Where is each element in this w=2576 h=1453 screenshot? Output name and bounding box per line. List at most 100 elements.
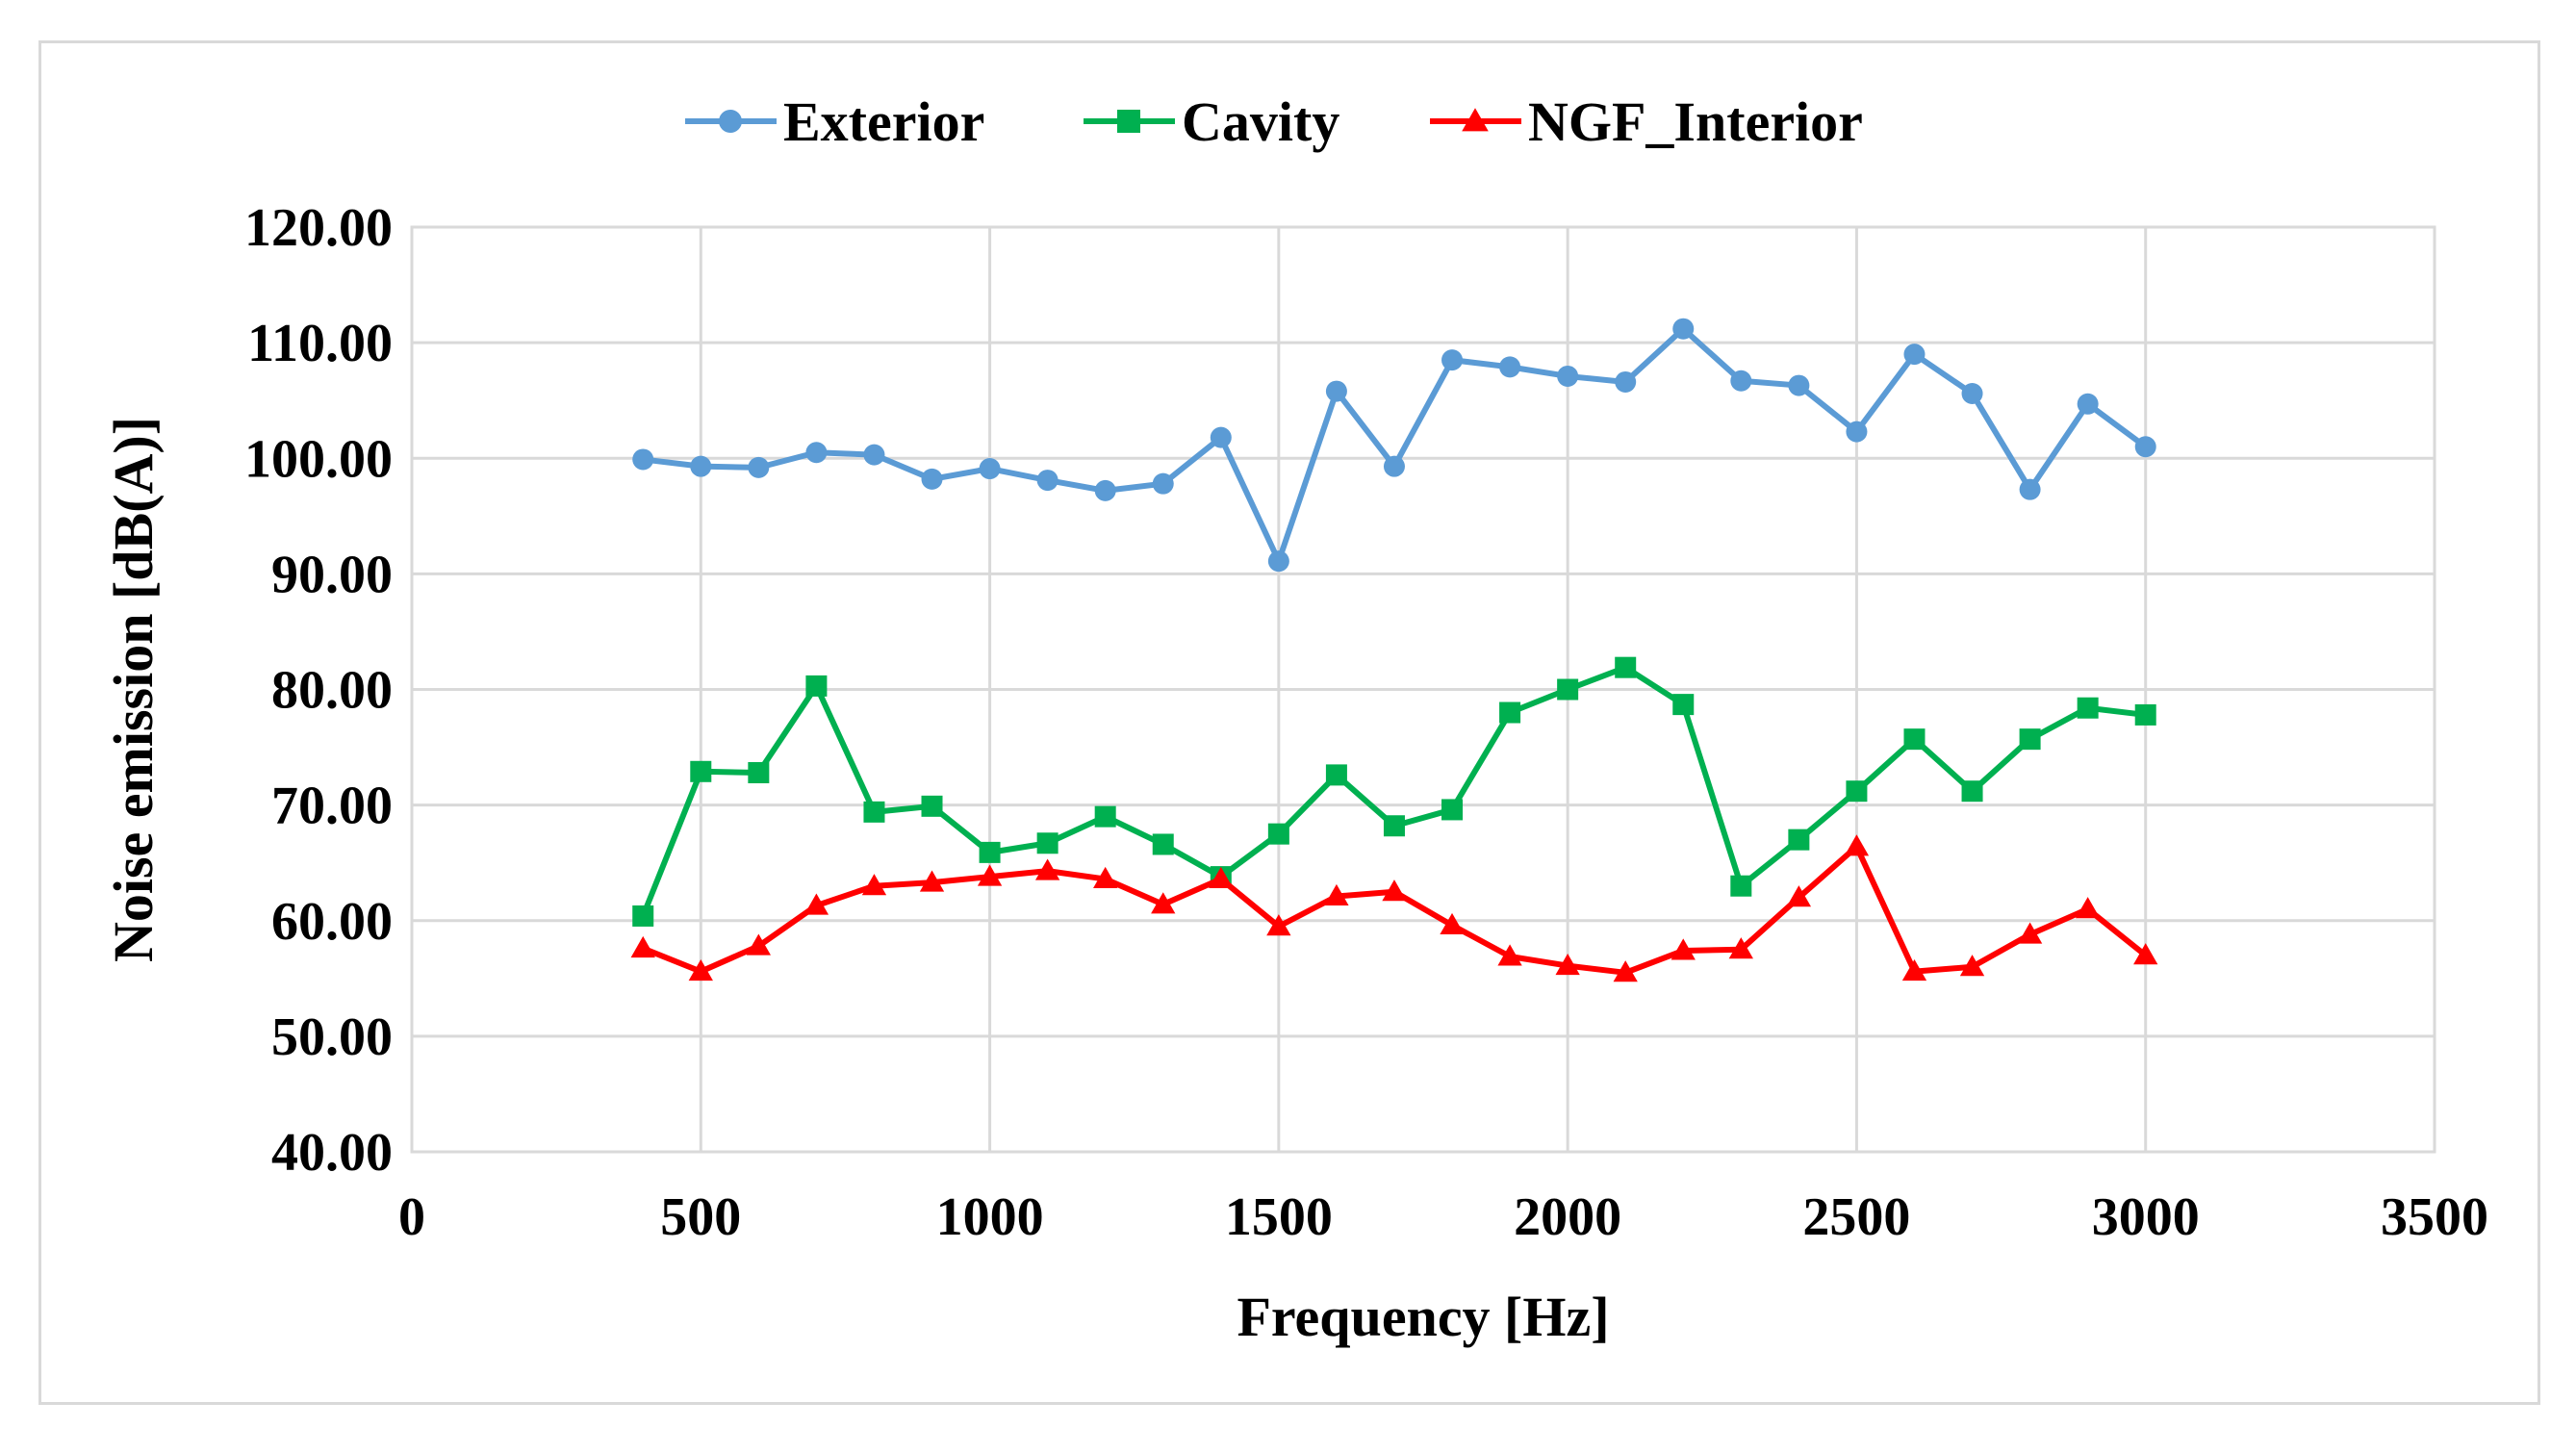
data-point (919, 870, 945, 892)
data-point (1034, 858, 1060, 880)
data-point (746, 933, 771, 956)
series-exterior (632, 318, 2156, 573)
x-tick-label: 1500 (1225, 1187, 1333, 1247)
data-point (688, 958, 713, 981)
plot-area-border (410, 225, 2436, 1154)
data-point (1383, 455, 1405, 477)
data-point (863, 801, 885, 823)
data-point (1324, 883, 1349, 906)
x-axis-title: Frequency [Hz] (1237, 1286, 1609, 1348)
legend-item: NGF_Interior (1430, 90, 1863, 153)
data-point (1152, 833, 1174, 855)
data-point (2077, 393, 2099, 415)
series-group (630, 318, 2158, 982)
x-tick-label: 0 (398, 1187, 425, 1247)
gridlines (412, 225, 2436, 1152)
data-point (1094, 805, 1116, 828)
y-tick-label: 70.00 (271, 777, 393, 836)
data-point (1440, 912, 1465, 935)
data-point (1499, 356, 1521, 378)
y-tick-label: 100.00 (244, 429, 393, 489)
data-point (748, 761, 770, 783)
legend-item: Exterior (685, 90, 984, 153)
y-tick-label: 40.00 (271, 1123, 393, 1183)
data-point (2019, 478, 2041, 500)
data-point (1557, 678, 1579, 701)
y-tick-label: 80.00 (271, 661, 393, 721)
data-point (2134, 703, 2156, 726)
data-point (1151, 892, 1176, 914)
data-point (1499, 701, 1521, 724)
data-point (861, 874, 887, 896)
data-point (805, 442, 828, 464)
data-point (1382, 879, 1407, 902)
data-point (1786, 885, 1812, 907)
data-point (1959, 955, 1985, 977)
data-point (2134, 436, 2156, 458)
data-point (748, 456, 770, 478)
data-point (2077, 697, 2099, 719)
data-point (1267, 550, 1289, 573)
legend-label: Cavity (1182, 90, 1339, 153)
legend: Exterior Cavity NGF_Interior (685, 90, 1863, 153)
data-point (690, 760, 712, 782)
data-point (1325, 380, 1347, 402)
data-point (2076, 897, 2101, 919)
legend-marker (1117, 110, 1140, 133)
legend-marker (719, 110, 742, 133)
y-tick-label: 50.00 (271, 1007, 393, 1067)
data-point (805, 675, 828, 697)
data-point (1961, 382, 1983, 404)
data-point (1846, 421, 1868, 443)
series-line (640, 664, 2147, 918)
data-point (1844, 834, 1870, 856)
data-point (632, 448, 654, 471)
data-point (1613, 960, 1638, 982)
data-point (863, 444, 885, 466)
data-point (977, 864, 1003, 886)
data-point (1788, 374, 1810, 396)
data-point (1903, 344, 1926, 366)
data-point (1961, 780, 1983, 803)
series-ngf-interior (630, 834, 2158, 982)
data-point (979, 458, 1001, 480)
x-tick-label: 3000 (2092, 1187, 2200, 1247)
data-point (1383, 815, 1405, 837)
y-tick-label: 90.00 (271, 545, 393, 604)
data-point (1728, 937, 1753, 959)
data-point (1557, 365, 1579, 387)
data-point (1903, 728, 1926, 751)
x-tick-label: 2000 (1514, 1187, 1621, 1247)
series-cavity (632, 656, 2156, 927)
chart-frame (38, 40, 2540, 1405)
x-tick-label: 1000 (936, 1187, 1044, 1247)
legend-marker (1462, 108, 1489, 132)
data-point (979, 841, 1001, 863)
data-point (1093, 866, 1118, 888)
data-point (1730, 875, 1752, 897)
x-tick-label: 3500 (2381, 1187, 2488, 1247)
data-point (1615, 370, 1637, 393)
data-point (1730, 370, 1752, 392)
data-point (1266, 914, 1291, 936)
data-point (1901, 958, 1927, 981)
y-tick-label: 120.00 (244, 198, 393, 258)
y-tick-label: 110.00 (247, 314, 393, 373)
data-point (690, 455, 712, 477)
data-point (1210, 426, 1232, 448)
legend-label: NGF_Interior (1528, 90, 1863, 153)
series-line (642, 325, 2148, 565)
data-point (1036, 470, 1058, 492)
data-point (1441, 349, 1464, 371)
data-point (803, 893, 829, 915)
data-point (2133, 943, 2158, 965)
data-point (1671, 938, 1696, 960)
y-tick-label: 60.00 (271, 892, 393, 952)
data-point (632, 905, 654, 927)
data-point (921, 468, 943, 490)
data-point (921, 795, 943, 817)
x-tick-label: 2500 (1802, 1187, 1910, 1247)
data-point (630, 935, 655, 958)
legend-label: Exterior (783, 90, 984, 153)
data-point (1788, 828, 1810, 851)
